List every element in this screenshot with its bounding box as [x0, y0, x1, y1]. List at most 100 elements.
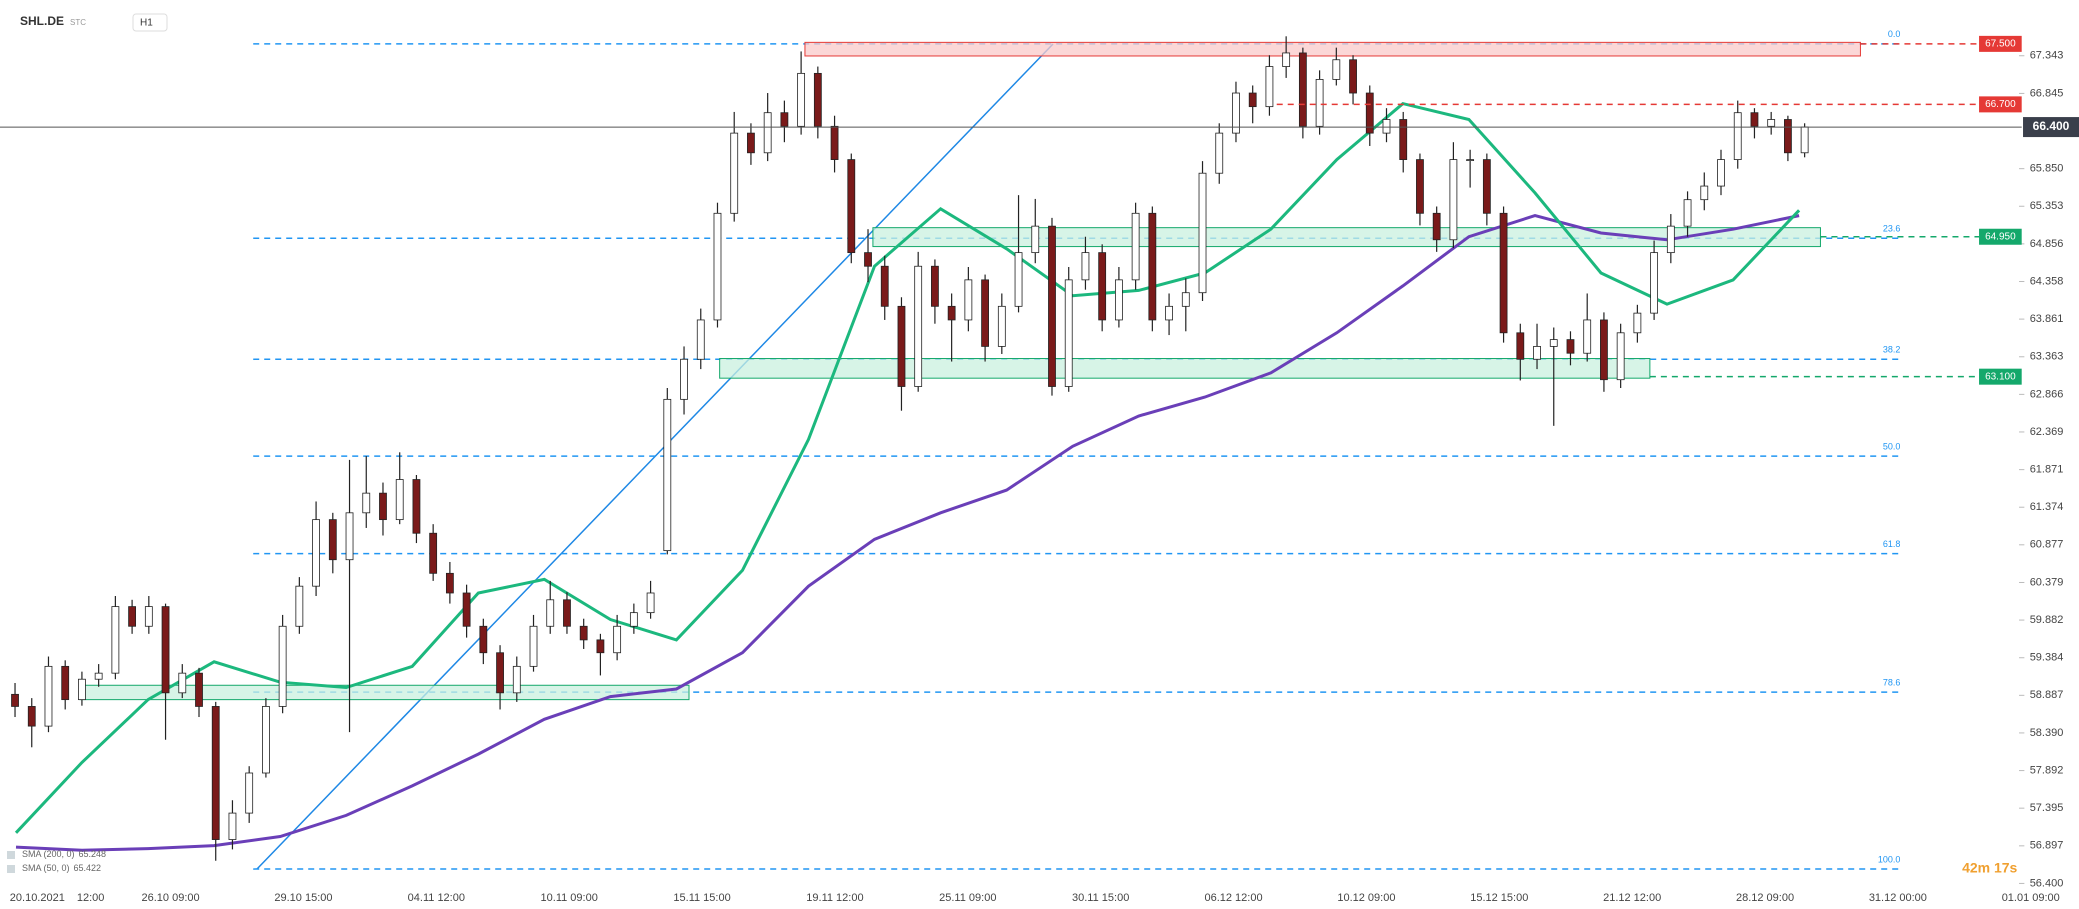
y-tick-label: 64.856: [2030, 238, 2064, 250]
level-box: [1979, 228, 2022, 245]
legend-value: 65.422: [74, 863, 102, 873]
candle-body: [1449, 159, 1458, 241]
candle-body: [1215, 132, 1224, 174]
x-tick-label: 10.11 09:00: [541, 892, 598, 904]
candle-body: [1583, 319, 1592, 354]
candle-body: [228, 812, 237, 840]
candle-body: [362, 492, 371, 514]
interval-box[interactable]: [132, 13, 168, 32]
y-tick-label: 64.358: [2030, 275, 2064, 287]
level-label: 64.950: [1985, 231, 2016, 242]
candle-body: [1549, 339, 1558, 347]
candle-body: [11, 693, 19, 707]
candle-body: [479, 625, 488, 654]
candle-body: [1248, 92, 1257, 108]
y-tick-label: 58.887: [2030, 689, 2064, 701]
x-tick-label: 19.11 12:00: [806, 892, 863, 904]
candle-body: [1432, 212, 1441, 241]
x-tick-label: 20.10.2021: [10, 892, 65, 904]
candle-body: [947, 305, 956, 321]
x-tick-label: 30.11 15:00: [1072, 892, 1129, 904]
x-tick-label: 21.12 12:00: [1603, 892, 1661, 904]
candle-body: [78, 678, 86, 701]
y-tick-label: 57.892: [2030, 764, 2064, 776]
candle-body: [462, 592, 471, 627]
y-tick-label: 60.379: [2030, 576, 2064, 588]
x-tick-label: 12:00: [77, 892, 105, 904]
last-price-label: 66.400: [2033, 119, 2070, 133]
candle-body: [529, 625, 538, 667]
candle-body: [1633, 312, 1642, 334]
candle-body: [747, 132, 755, 154]
candle-body: [1014, 252, 1023, 307]
candle-body: [880, 265, 889, 307]
y-tick-label: 56.897: [2030, 840, 2064, 852]
candle-body: [579, 625, 588, 641]
legend-icon: [7, 865, 15, 873]
legend-icon: [7, 851, 15, 859]
y-tick-label: 62.369: [2030, 426, 2064, 438]
legend-entry: SMA (200, 0) 65.248: [22, 849, 106, 859]
candle-body: [646, 592, 655, 614]
fib-label: 23.6: [1883, 224, 1901, 234]
y-tick-label: 56.400: [2030, 877, 2064, 889]
candle-body: [1349, 59, 1357, 94]
candle-body: [1784, 119, 1792, 154]
candle-body: [128, 606, 137, 627]
candle-body: [245, 772, 254, 814]
candle-body: [1466, 159, 1475, 161]
interval[interactable]: H1: [140, 18, 153, 29]
y-tick-label: 59.384: [2030, 652, 2064, 664]
candle-body: [914, 265, 923, 387]
x-tick-label: 15.12 15:00: [1470, 892, 1528, 904]
x-tick-label: 15.11 15:00: [673, 892, 730, 904]
candle-body: [1650, 252, 1659, 314]
x-tick-label: 25.11 09:00: [939, 892, 996, 904]
x-tick-label: 01.01 09:00: [2002, 892, 2060, 904]
candle-body: [1683, 199, 1692, 227]
candle-body: [1265, 66, 1274, 108]
y-tick-label: 57.395: [2030, 802, 2064, 814]
fib-label: 100.0: [1878, 854, 1901, 864]
candle-body: [445, 572, 454, 594]
candle-body: [713, 212, 722, 321]
y-tick-label: 67.343: [2030, 50, 2064, 62]
candle-body: [1198, 172, 1207, 294]
level-box: [1979, 96, 2022, 113]
candle-body: [429, 532, 438, 574]
x-tick-label: 26.10 09:00: [142, 892, 200, 904]
candle-body: [1332, 59, 1341, 80]
exchange: STC: [70, 18, 86, 27]
fib-label: 78.6: [1883, 677, 1901, 687]
legend-name: SMA (200, 0): [22, 849, 75, 859]
candle-body: [262, 706, 270, 774]
y-tick-label: 63.861: [2030, 313, 2064, 325]
y-tick-label: 65.850: [2030, 163, 2064, 175]
level-label: 63.100: [1985, 371, 2016, 382]
candle-body: [27, 706, 36, 727]
fib-label: 0.0: [1888, 29, 1901, 39]
candle-body: [1031, 225, 1040, 254]
y-tick-label: 60.877: [2030, 539, 2064, 551]
candle-body: [278, 625, 287, 707]
candle-body: [864, 252, 872, 267]
candle-body: [1064, 279, 1073, 387]
zone: [804, 41, 1861, 57]
candle-body: [1181, 292, 1190, 307]
candle-body: [1416, 159, 1424, 214]
candle-body: [997, 305, 1006, 347]
fib-label: 61.8: [1883, 539, 1901, 549]
candle-body: [144, 606, 153, 627]
level-box: [1979, 368, 2022, 385]
candle-body: [1148, 212, 1157, 321]
candle-body: [412, 479, 421, 534]
candle-body: [111, 606, 120, 674]
candle-body: [94, 672, 103, 680]
fib-label: 50.0: [1883, 441, 1901, 451]
candle-body: [813, 72, 822, 127]
fib-label: 38.2: [1883, 345, 1901, 355]
y-tick-label: 62.866: [2030, 388, 2064, 400]
candle-body: [1499, 212, 1508, 334]
